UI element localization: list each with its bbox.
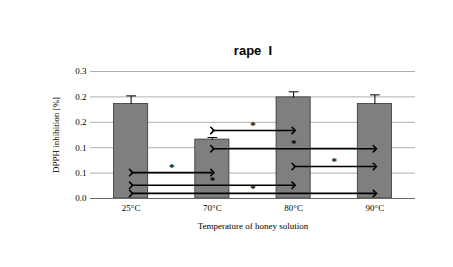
svg-text:0.2: 0.2 — [75, 92, 86, 102]
svg-text:*: * — [210, 174, 216, 186]
svg-text:90°C: 90°C — [366, 203, 385, 213]
svg-text:0.0: 0.0 — [75, 193, 87, 203]
svg-text:25°C: 25°C — [122, 203, 141, 213]
svg-text:0.2: 0.2 — [75, 117, 86, 127]
svg-text:*: * — [169, 161, 175, 173]
svg-text:0.3: 0.3 — [75, 66, 87, 76]
svg-text:*: * — [250, 119, 256, 131]
svg-text:0.1: 0.1 — [75, 168, 86, 178]
svg-text:*: * — [250, 182, 256, 194]
svg-text:80°C: 80°C — [284, 203, 303, 213]
svg-text:Temperature of honey solution: Temperature of honey solution — [198, 221, 309, 231]
svg-text:0.1: 0.1 — [75, 143, 86, 153]
svg-text:DPPH inhibition [%]: DPPH inhibition [%] — [51, 97, 61, 173]
svg-text:rape I: rape I — [234, 43, 272, 58]
svg-text:*: * — [291, 137, 297, 149]
svg-text:70°C: 70°C — [203, 203, 222, 213]
svg-text:*: * — [332, 155, 338, 167]
